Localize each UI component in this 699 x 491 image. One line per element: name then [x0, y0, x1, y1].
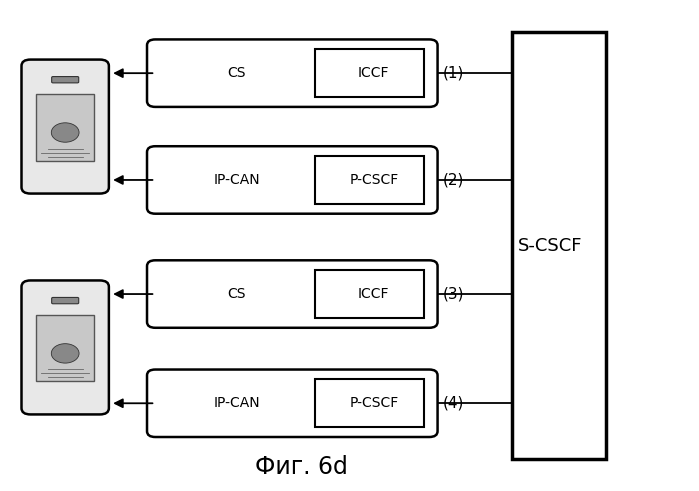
Text: IP-CAN: IP-CAN	[213, 396, 260, 410]
Text: CS: CS	[228, 66, 246, 80]
Text: (1): (1)	[443, 66, 465, 81]
Text: Фиг. 6d: Фиг. 6d	[254, 455, 347, 479]
FancyBboxPatch shape	[315, 379, 424, 427]
Bar	[36, 315, 94, 382]
Text: ICCF: ICCF	[358, 287, 389, 301]
FancyBboxPatch shape	[147, 370, 438, 437]
FancyBboxPatch shape	[147, 39, 438, 107]
FancyBboxPatch shape	[315, 270, 424, 318]
Text: (2): (2)	[443, 172, 465, 188]
Bar	[36, 94, 94, 161]
FancyBboxPatch shape	[52, 77, 79, 83]
FancyBboxPatch shape	[147, 260, 438, 328]
Circle shape	[51, 344, 79, 363]
Circle shape	[51, 123, 79, 142]
Bar	[512, 32, 606, 459]
Text: P-CSCF: P-CSCF	[349, 396, 398, 410]
FancyBboxPatch shape	[147, 146, 438, 214]
FancyBboxPatch shape	[315, 156, 424, 204]
Text: CS: CS	[228, 287, 246, 301]
Text: IP-CAN: IP-CAN	[213, 173, 260, 187]
FancyBboxPatch shape	[22, 59, 109, 193]
Text: S-CSCF: S-CSCF	[518, 237, 582, 254]
FancyBboxPatch shape	[52, 298, 79, 304]
FancyBboxPatch shape	[315, 49, 424, 97]
Text: (3): (3)	[443, 287, 465, 301]
FancyBboxPatch shape	[22, 280, 109, 414]
Text: P-CSCF: P-CSCF	[349, 173, 398, 187]
Text: (4): (4)	[443, 396, 465, 411]
Text: ICCF: ICCF	[358, 66, 389, 80]
